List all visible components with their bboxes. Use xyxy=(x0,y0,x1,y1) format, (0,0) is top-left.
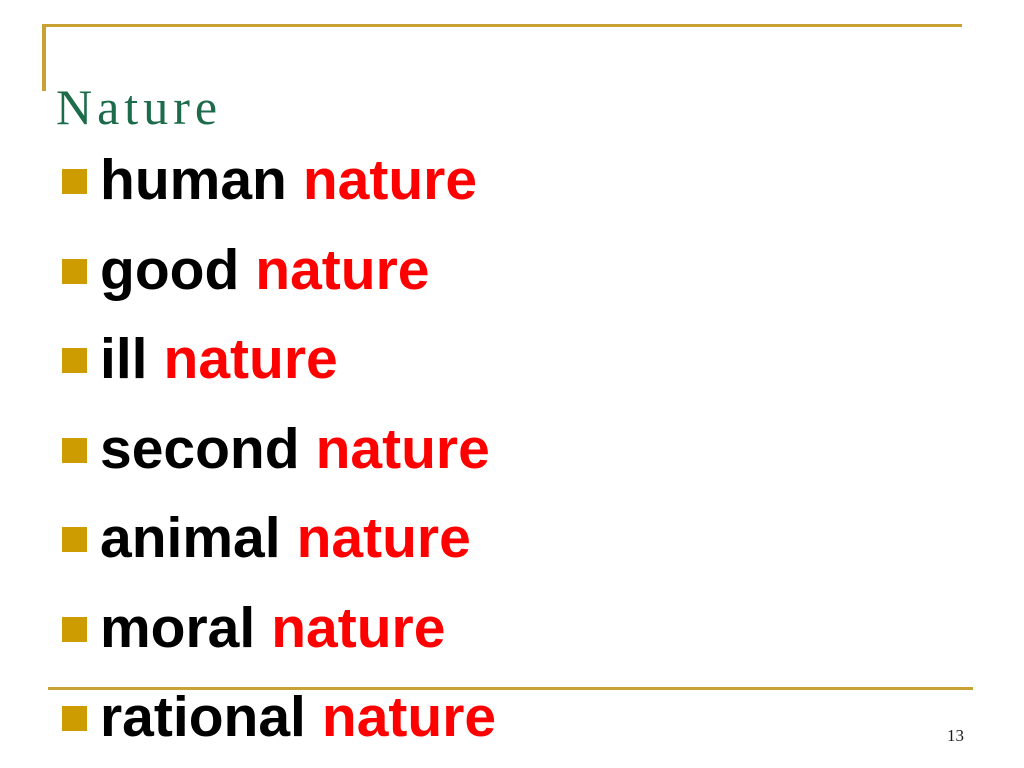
title-accent-line xyxy=(42,24,46,91)
item-word: moral xyxy=(100,595,256,660)
item-suffix: nature xyxy=(255,237,430,302)
list-item: ill nature xyxy=(62,315,496,405)
item-suffix: nature xyxy=(271,595,446,660)
list-item: human nature xyxy=(62,136,496,226)
item-word: rational xyxy=(100,685,306,749)
item-word: good xyxy=(100,237,240,302)
square-bullet-icon xyxy=(62,616,87,642)
bullet-list: human nature good nature ill nature second n… xyxy=(62,136,496,763)
item-suffix: nature xyxy=(321,685,497,749)
item-word: animal xyxy=(100,506,281,570)
square-bullet-icon xyxy=(62,169,87,194)
item-suffix: nature xyxy=(163,327,338,391)
square-bullet-icon xyxy=(62,348,87,373)
list-item: moral nature xyxy=(62,584,496,674)
square-bullet-icon xyxy=(62,258,87,284)
item-word: second xyxy=(100,416,300,481)
item-word: human xyxy=(100,148,287,212)
square-bullet-icon xyxy=(62,527,87,552)
top-rule-line xyxy=(42,24,962,27)
item-suffix: nature xyxy=(315,416,490,481)
list-item: animal nature xyxy=(62,494,496,584)
list-item: good nature xyxy=(62,226,496,316)
item-word: ill xyxy=(100,327,148,391)
list-item: second nature xyxy=(62,405,496,495)
item-suffix: nature xyxy=(302,148,478,212)
list-item: rational nature xyxy=(62,673,496,763)
square-bullet-icon xyxy=(62,706,87,731)
item-suffix: nature xyxy=(296,506,471,570)
square-bullet-icon xyxy=(62,437,87,463)
page-number: 13 xyxy=(947,726,964,745)
bottom-rule-line xyxy=(48,687,973,690)
slide-title: Nature xyxy=(56,78,223,135)
